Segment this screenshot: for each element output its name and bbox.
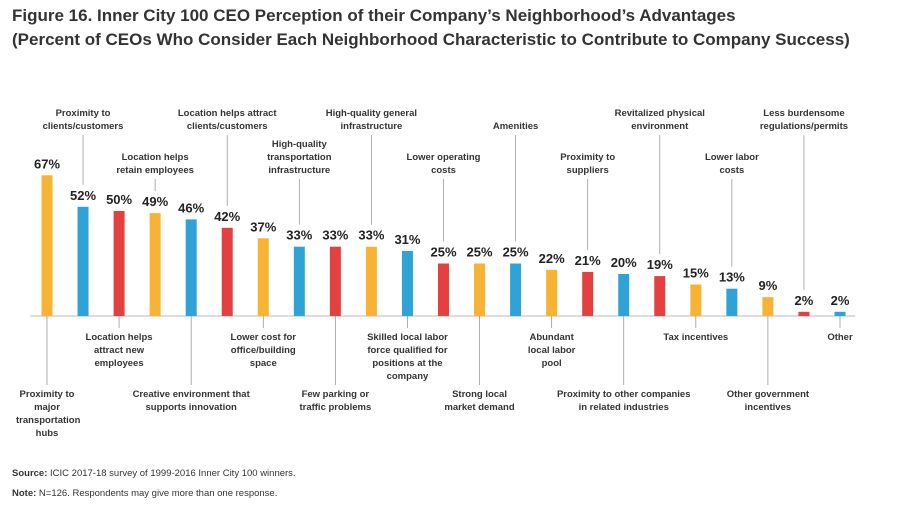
bar	[113, 211, 125, 316]
value-label: 22%	[539, 251, 565, 266]
category-label: Strong local market demand	[444, 389, 515, 413]
value-label: 20%	[611, 255, 637, 270]
category-label: Proximity to other companies in related …	[556, 389, 691, 413]
bar	[762, 297, 774, 316]
value-label: 37%	[250, 219, 276, 234]
value-label: 25%	[467, 245, 493, 260]
value-label: 25%	[430, 245, 456, 260]
category-label: Lower labor costs	[704, 152, 759, 176]
chart-title: Figure 16. Inner City 100 CEO Perception…	[12, 6, 736, 25]
bar	[438, 263, 449, 316]
source-label: Source:	[12, 468, 48, 479]
bar	[41, 175, 53, 316]
category-label: Few parking or traffic problems	[299, 389, 372, 413]
value-label: 46%	[178, 200, 204, 215]
value-label: 33%	[286, 228, 312, 243]
category-label: Location helps attract clients/customers	[177, 108, 277, 132]
value-label: 50%	[106, 192, 132, 207]
bar	[293, 246, 305, 316]
bar	[690, 284, 702, 316]
note: Note: N=126. Respondents may give more t…	[12, 488, 277, 499]
bar	[654, 276, 666, 316]
category-label: Proximity to major transportation hubs	[16, 389, 81, 439]
category-label: Location helps retain employees	[116, 152, 194, 176]
bar	[149, 213, 161, 316]
chart-subtitle: (Percent of CEOs Who Consider Each Neigh…	[12, 30, 850, 49]
value-label: 42%	[214, 209, 240, 224]
value-label: 33%	[358, 228, 384, 243]
value-label: 9%	[759, 278, 778, 293]
note-text: N=126. Respondents may give more than on…	[38, 488, 278, 499]
value-label: 21%	[575, 253, 601, 268]
value-label: 13%	[719, 270, 745, 285]
bar	[257, 238, 269, 316]
value-label: 33%	[322, 228, 348, 243]
bar	[582, 271, 594, 316]
bar	[726, 288, 738, 316]
bar	[798, 311, 810, 316]
bar	[618, 274, 630, 316]
category-label: Skilled local labor force qualified for …	[367, 332, 448, 382]
value-label: 25%	[503, 245, 529, 260]
value-label: 2%	[831, 293, 850, 308]
category-label: Proximity to suppliers	[560, 152, 616, 176]
value-label: 49%	[142, 194, 168, 209]
category-label: Tax incentives	[663, 332, 729, 343]
bar	[329, 246, 341, 316]
source: Source: ICIC 2017-18 survey of 1999-2016…	[12, 468, 296, 479]
category-label: Less burdensome regulations/permits	[759, 108, 849, 132]
bar	[185, 219, 197, 316]
bar	[834, 311, 846, 316]
bar	[546, 269, 558, 316]
category-label: Creative environment that supports innov…	[132, 389, 250, 413]
category-label: Revitalized physical environment	[614, 108, 705, 132]
category-label: Proximity to clients/customers	[42, 108, 124, 132]
category-label: Lower operating costs	[406, 152, 481, 176]
bar	[401, 250, 413, 316]
value-label: 15%	[683, 266, 709, 281]
category-label: Location helps attract new employees	[85, 332, 153, 369]
bar	[365, 246, 377, 316]
category-label: High-quality transportation infrastructu…	[267, 139, 332, 176]
category-label: Abundant local labor pool	[527, 332, 576, 369]
value-label: 31%	[394, 232, 420, 247]
category-label: Other government incentives	[726, 389, 810, 413]
bar	[474, 263, 486, 316]
source-text: ICIC 2017-18 survey of 1999-2016 Inner C…	[50, 468, 296, 479]
bar	[77, 206, 89, 316]
category-label: Lower cost for office/building space	[230, 332, 296, 369]
category-label: Amenities	[492, 121, 539, 132]
category-label: High-quality general infrastructure	[325, 108, 418, 132]
bar	[221, 227, 233, 316]
value-label: 67%	[34, 156, 60, 171]
value-label: 52%	[70, 188, 96, 203]
category-label: Other	[827, 332, 853, 343]
note-label: Note:	[12, 488, 37, 499]
value-label: 19%	[647, 257, 673, 272]
value-label: 2%	[795, 293, 814, 308]
bar	[510, 263, 522, 316]
